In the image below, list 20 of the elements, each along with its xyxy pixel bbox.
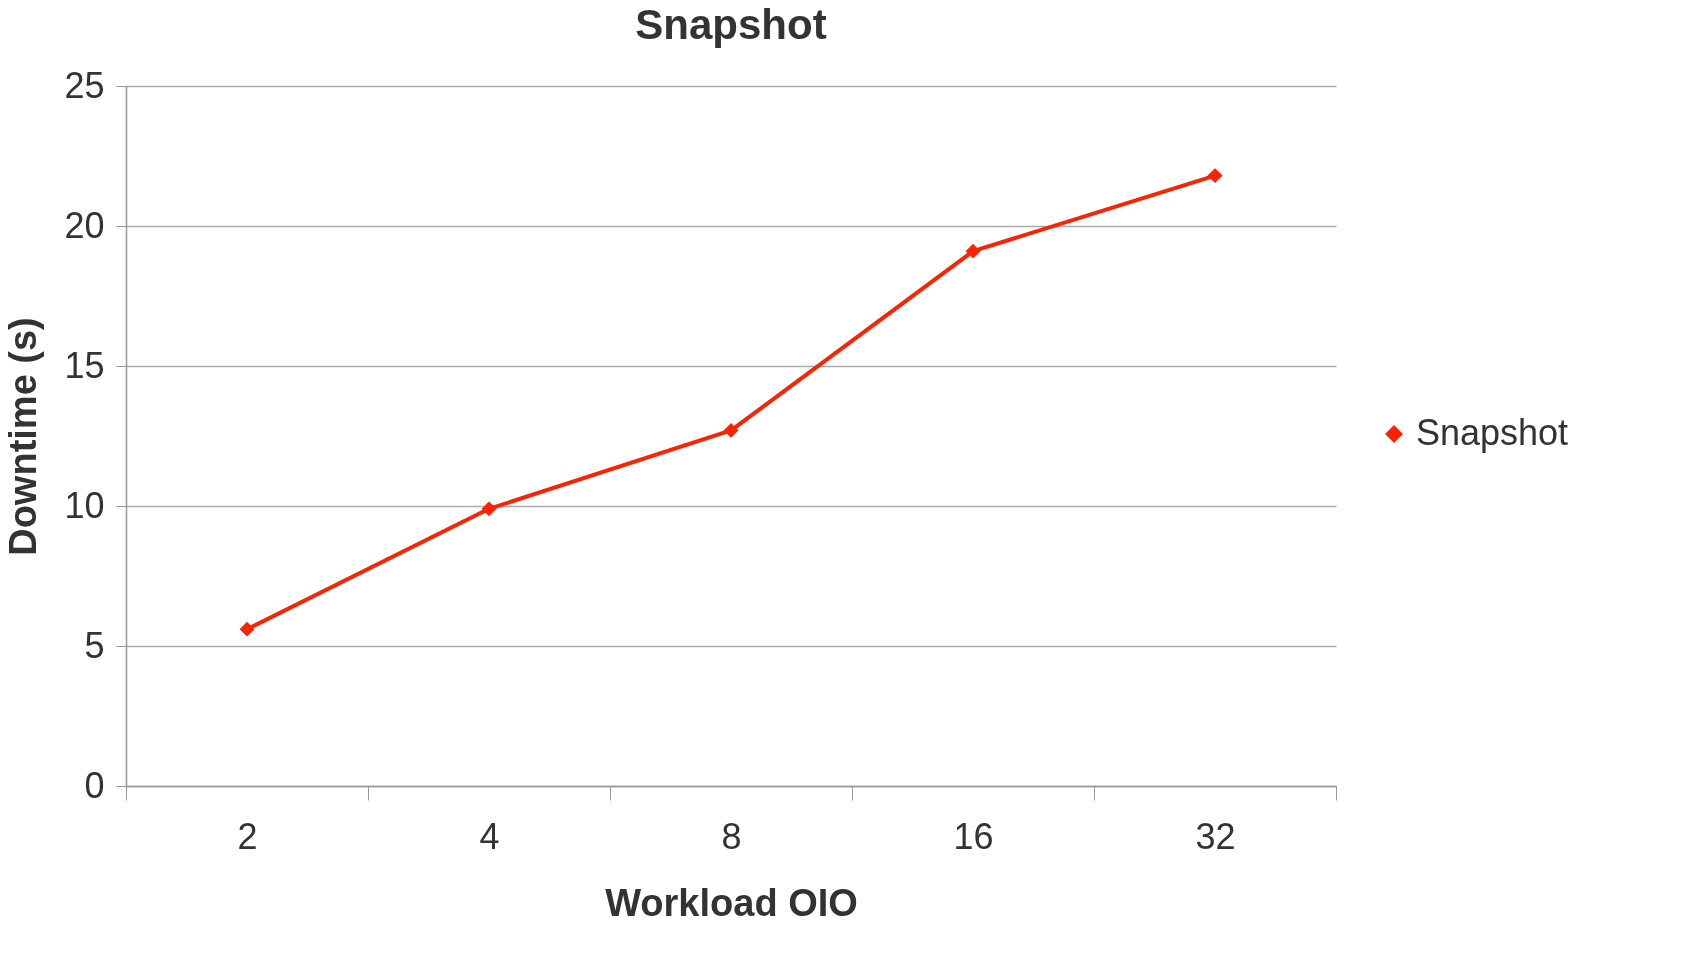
point (965, 243, 981, 259)
x-tick-label: 8 (721, 815, 742, 857)
x-tick-label: 2 (237, 815, 258, 857)
point (239, 621, 255, 637)
y-tick-label: 20 (64, 204, 105, 246)
x-tick-label: 32 (1195, 815, 1236, 857)
point (723, 422, 739, 438)
point (481, 501, 497, 517)
y-tick-label: 10 (64, 484, 105, 526)
x-tick-label: 16 (953, 815, 994, 857)
y-tick-label: 5 (84, 624, 105, 666)
y-tick-label: 0 (84, 764, 105, 806)
x-axis-title: Workload OIO (605, 881, 858, 924)
chart-title: Snapshot (635, 1, 827, 48)
y-tick-label: 25 (64, 64, 105, 106)
legend-label: Snapshot (1416, 412, 1569, 453)
y-axis-title: Downtime (s) (2, 317, 45, 556)
x-tick-label: 4 (479, 815, 500, 857)
y-tick-label: 15 (64, 344, 105, 386)
point (1207, 168, 1223, 184)
